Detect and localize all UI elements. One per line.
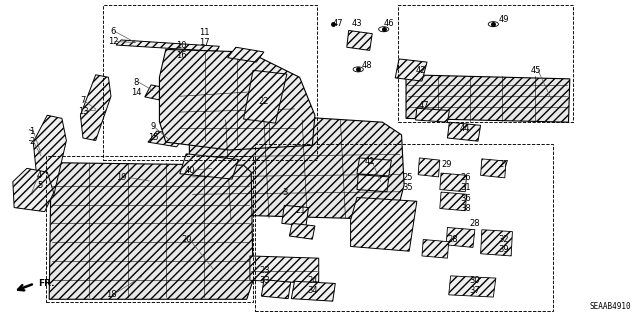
Text: SEAAB4910: SEAAB4910 (589, 302, 631, 311)
Polygon shape (250, 256, 319, 284)
Text: 31: 31 (460, 183, 470, 192)
Polygon shape (228, 47, 264, 62)
Text: 2: 2 (29, 137, 35, 146)
Polygon shape (282, 205, 308, 226)
Polygon shape (440, 192, 467, 211)
Text: 28: 28 (470, 219, 480, 228)
Polygon shape (244, 70, 287, 123)
Text: 6: 6 (110, 27, 116, 36)
Text: 44: 44 (460, 124, 470, 133)
Text: 30: 30 (470, 276, 480, 285)
Bar (255, 144, 553, 311)
Text: 9: 9 (150, 122, 156, 131)
Text: 49: 49 (499, 15, 509, 24)
Text: 26: 26 (460, 173, 470, 182)
Polygon shape (189, 118, 404, 219)
Text: 48: 48 (361, 61, 372, 70)
Polygon shape (148, 131, 185, 147)
Polygon shape (347, 31, 372, 50)
Text: 41: 41 (364, 157, 375, 166)
Text: 20: 20 (181, 235, 191, 244)
Text: 16: 16 (176, 51, 186, 60)
Text: 39: 39 (498, 245, 509, 254)
Polygon shape (145, 85, 179, 103)
Text: 32: 32 (498, 235, 509, 244)
Text: 36: 36 (460, 194, 470, 203)
Polygon shape (81, 75, 111, 141)
Text: 15: 15 (148, 133, 158, 142)
Text: 25: 25 (403, 173, 413, 182)
Polygon shape (159, 49, 315, 150)
Polygon shape (351, 197, 417, 251)
Polygon shape (406, 75, 570, 122)
Text: 13: 13 (77, 107, 88, 115)
Bar (103, 4, 317, 160)
Polygon shape (49, 163, 253, 299)
Polygon shape (261, 280, 291, 299)
Polygon shape (446, 227, 475, 248)
Polygon shape (422, 240, 449, 258)
Polygon shape (291, 281, 335, 301)
Text: FR.: FR. (38, 279, 54, 288)
Text: 38: 38 (460, 204, 470, 213)
Polygon shape (33, 115, 67, 196)
Text: 3: 3 (282, 188, 287, 197)
Text: 14: 14 (131, 88, 141, 97)
Polygon shape (449, 276, 496, 297)
Text: 11: 11 (199, 28, 209, 37)
Text: 18: 18 (106, 290, 116, 299)
Text: 10: 10 (176, 41, 186, 49)
Text: 27: 27 (498, 160, 509, 169)
Polygon shape (289, 223, 315, 239)
Polygon shape (418, 158, 440, 177)
Polygon shape (481, 230, 513, 256)
Text: 7: 7 (80, 97, 86, 106)
Text: 46: 46 (383, 19, 394, 28)
Text: 19: 19 (116, 173, 127, 182)
Polygon shape (357, 175, 389, 192)
Polygon shape (13, 168, 54, 212)
Bar (397, 4, 573, 122)
Text: 23: 23 (259, 266, 270, 275)
Text: 37: 37 (470, 286, 480, 295)
Polygon shape (116, 40, 220, 51)
Text: 22: 22 (259, 97, 269, 106)
Text: 28: 28 (447, 235, 458, 244)
Polygon shape (415, 108, 449, 122)
Polygon shape (180, 154, 239, 179)
Text: 21: 21 (296, 206, 306, 215)
Text: 12: 12 (108, 37, 118, 46)
Text: 29: 29 (441, 160, 451, 169)
Text: 47: 47 (419, 101, 429, 110)
Polygon shape (447, 122, 481, 141)
Text: 1: 1 (29, 127, 35, 136)
Text: 4: 4 (37, 171, 42, 180)
Text: 43: 43 (351, 19, 362, 28)
Text: 40: 40 (185, 166, 195, 175)
Text: 17: 17 (198, 38, 209, 47)
Text: 24: 24 (307, 276, 317, 285)
Polygon shape (357, 158, 392, 176)
Text: 34: 34 (307, 286, 317, 295)
Text: 47: 47 (333, 19, 343, 28)
Polygon shape (440, 173, 467, 192)
Polygon shape (481, 159, 506, 178)
Text: 8: 8 (134, 78, 139, 86)
Polygon shape (395, 59, 427, 81)
Bar (46, 156, 253, 302)
Text: 33: 33 (259, 277, 270, 286)
Text: 35: 35 (403, 183, 413, 192)
Text: 5: 5 (37, 181, 42, 190)
Text: 45: 45 (530, 65, 541, 75)
Text: 42: 42 (415, 65, 426, 75)
